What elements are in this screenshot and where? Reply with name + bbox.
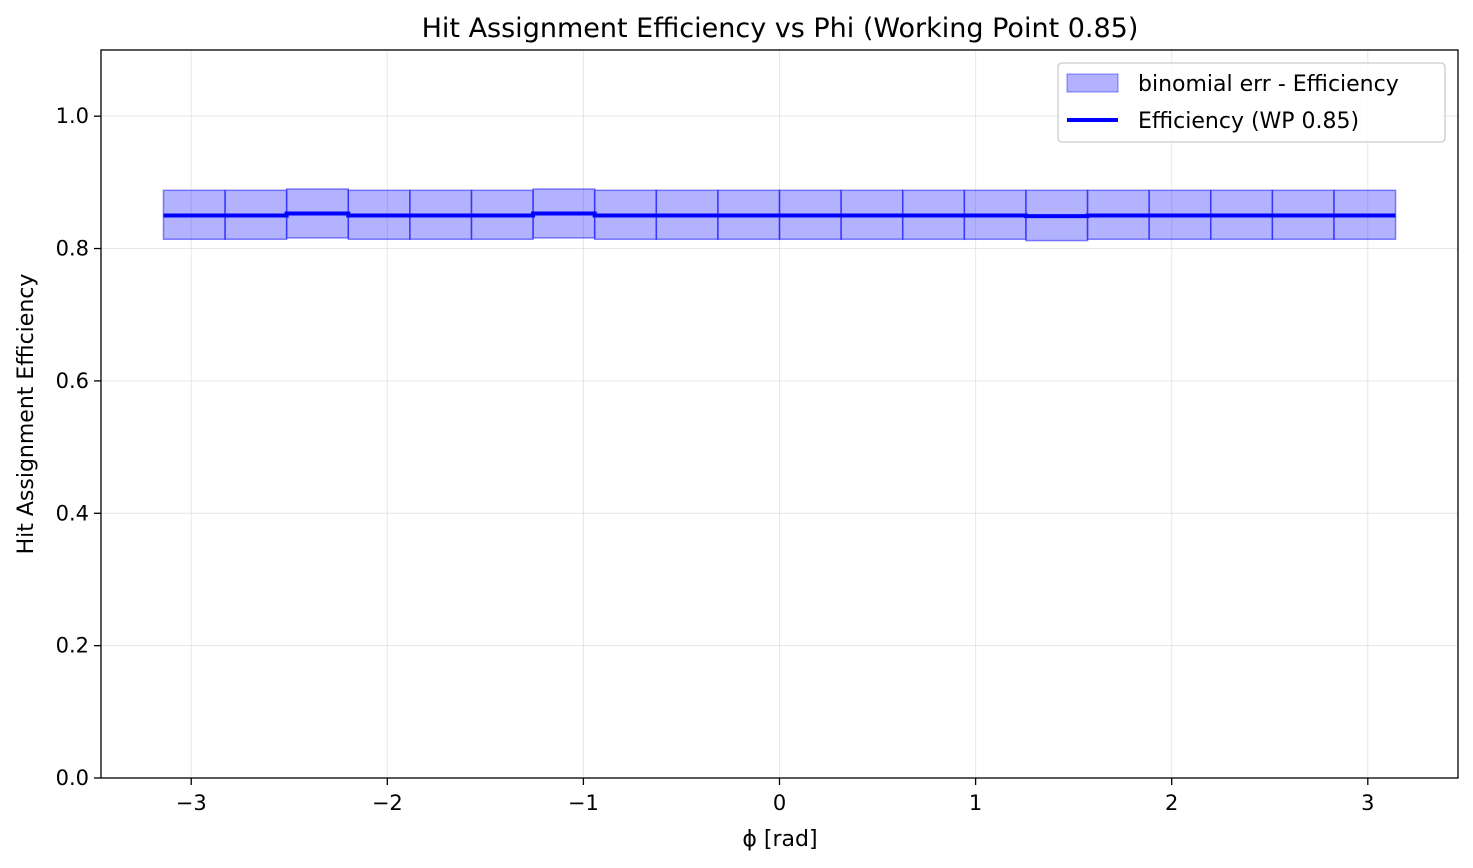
x-tick-label: 3 <box>1361 791 1374 815</box>
x-tick-label: −1 <box>568 791 599 815</box>
legend-band-swatch <box>1066 73 1119 93</box>
x-axis-label: ϕ [rad] <box>742 827 817 852</box>
x-tick-label: 1 <box>969 791 982 815</box>
grid <box>101 50 1458 779</box>
y-axis-label: Hit Assignment Efficiency <box>14 274 39 555</box>
x-tick-label: 0 <box>773 791 786 815</box>
x-tick-label: 2 <box>1165 791 1178 815</box>
x-tick-label: −2 <box>372 791 403 815</box>
y-tick-label: 0.8 <box>56 237 89 261</box>
efficiency-step-line <box>163 211 1396 219</box>
chart-title: Hit Assignment Efficiency vs Phi (Workin… <box>422 13 1139 44</box>
y-tick-label: 0.6 <box>56 369 89 393</box>
legend-band-label: binomial err - Efficiency <box>1138 72 1399 97</box>
legend: binomial err - Efficiency Efficiency (WP… <box>1057 62 1446 143</box>
efficiency-line <box>163 211 1396 219</box>
y-axis-ticks: 0.0 0.2 0.4 0.6 0.8 1.0 <box>56 104 101 790</box>
y-tick-label: 0.4 <box>56 501 89 525</box>
x-axis-ticks: −3 −2 −1 0 1 2 3 <box>176 778 1374 815</box>
legend-line-label: Efficiency (WP 0.85) <box>1138 109 1359 134</box>
legend-frame <box>1057 62 1446 143</box>
x-tick-label: −3 <box>176 791 207 815</box>
y-tick-label: 0.2 <box>56 634 89 658</box>
y-tick-label: 0.0 <box>56 766 89 790</box>
y-tick-label: 1.0 <box>56 104 89 128</box>
